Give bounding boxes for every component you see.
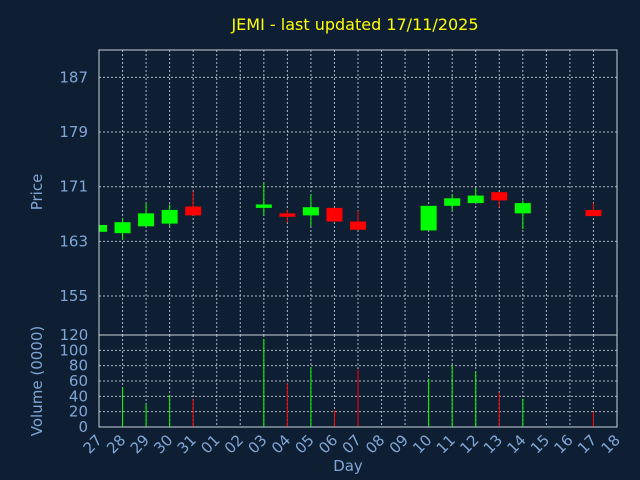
candle-body-05 (302, 207, 319, 216)
price-tick-163: 163 (59, 232, 88, 250)
volume-tick-20: 20 (69, 403, 88, 421)
price-grid (98, 50, 618, 335)
price-tick-labels: 155 163 171 179 187 (59, 68, 88, 305)
x-axis-label: Day (333, 457, 363, 475)
price-tick-171: 171 (59, 178, 88, 196)
volume-top-label: 120 (60, 326, 89, 344)
chart-title: JEMI - last updated 17/11/2025 (230, 15, 478, 34)
day-tick-labels: 2728293031010203040506070809101112131415… (80, 431, 624, 457)
volume-axis-label: Volume (0000) (28, 326, 46, 436)
volume-tick-60: 60 (69, 372, 88, 390)
candle-body-04 (279, 213, 296, 217)
volume-bars-group (122, 338, 594, 427)
candle-body-31 (185, 206, 202, 216)
volume-tick-0: 0 (78, 418, 88, 436)
candle-body-14 (514, 203, 531, 214)
volume-tick-80: 80 (69, 357, 88, 375)
price-tick-187: 187 (59, 68, 88, 86)
volume-tick-40: 40 (69, 387, 88, 405)
price-tick-179: 179 (59, 123, 88, 141)
candle-body-13 (491, 192, 508, 201)
volume-tick-100: 100 (59, 341, 88, 359)
candle-body-12 (467, 195, 484, 204)
volume-panel-frame (98, 334, 618, 428)
price-tick-155: 155 (59, 287, 88, 305)
candle-body-17 (585, 209, 602, 217)
candle-body-28 (114, 222, 131, 234)
candle-body-07 (350, 221, 366, 230)
price-axis-label: Price (28, 174, 46, 211)
candle-body-10 (420, 205, 437, 231)
candle-body-11 (444, 198, 461, 206)
candle-body-27 (99, 224, 107, 232)
candle-body-03 (255, 204, 272, 208)
candle-body-29 (138, 213, 155, 227)
candles-group (98, 183, 602, 240)
candle-body-06 (326, 207, 343, 222)
candle-body-30 (161, 209, 178, 224)
